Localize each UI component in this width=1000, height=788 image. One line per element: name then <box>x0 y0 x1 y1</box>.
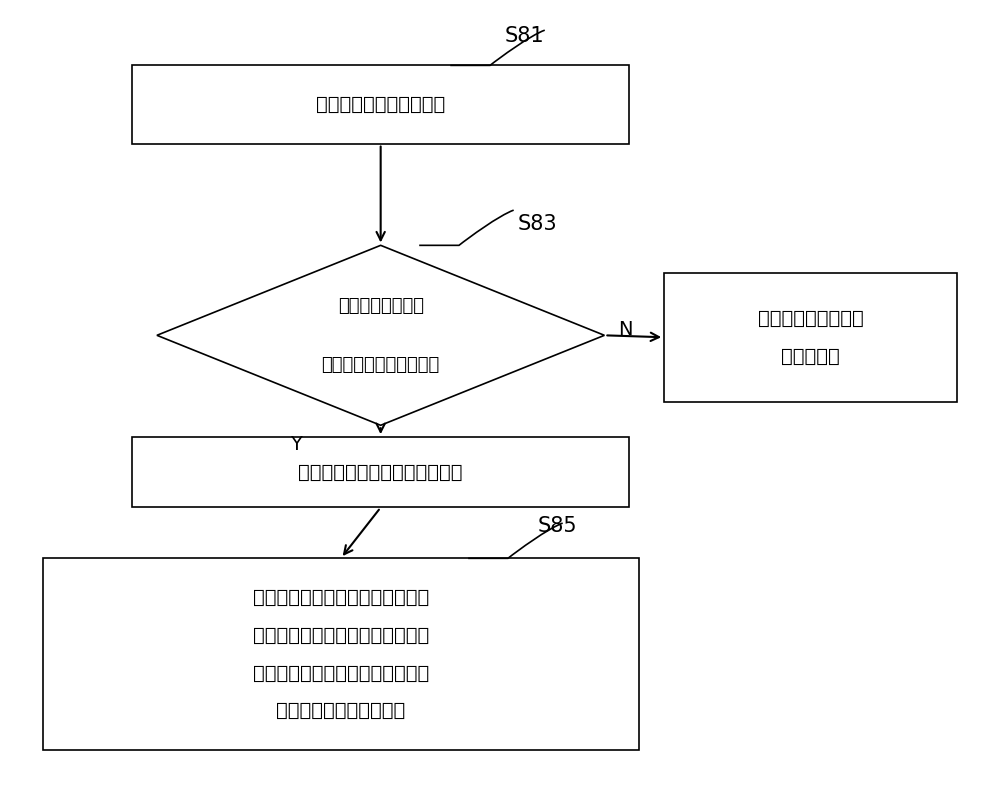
Bar <box>664 273 957 402</box>
Text: Y: Y <box>290 435 302 455</box>
Polygon shape <box>157 245 604 426</box>
Text: 交易信息是否通过共识？: 交易信息是否通过共识？ <box>322 356 440 374</box>
Text: 业务合约单元判断: 业务合约单元判断 <box>338 296 424 314</box>
Text: 并提供业务数据查询服务: 并提供业务数据查询服务 <box>276 701 406 720</box>
Text: 接收返回的共识结果信息: 接收返回的共识结果信息 <box>316 95 445 114</box>
Text: S85: S85 <box>538 516 577 537</box>
Text: 同步合约单元接收到通知后将交易: 同步合约单元接收到通知后将交易 <box>253 589 429 608</box>
Text: ，停止同步: ，停止同步 <box>781 347 840 366</box>
Text: 不通知同步合约单元: 不通知同步合约单元 <box>758 309 864 328</box>
Bar <box>43 559 639 750</box>
Text: 信息实时同步至预配置的外部数据: 信息实时同步至预配置的外部数据 <box>253 626 429 645</box>
Bar <box>132 437 629 507</box>
Text: N: N <box>618 320 633 339</box>
Bar <box>132 65 629 143</box>
Text: S83: S83 <box>518 214 558 233</box>
Text: 业务合约单元通知同步合约单元: 业务合约单元通知同步合约单元 <box>298 463 463 481</box>
Text: S81: S81 <box>505 26 545 46</box>
Text: 库，以供外部数据库同步业务数据: 库，以供外部数据库同步业务数据 <box>253 663 429 682</box>
